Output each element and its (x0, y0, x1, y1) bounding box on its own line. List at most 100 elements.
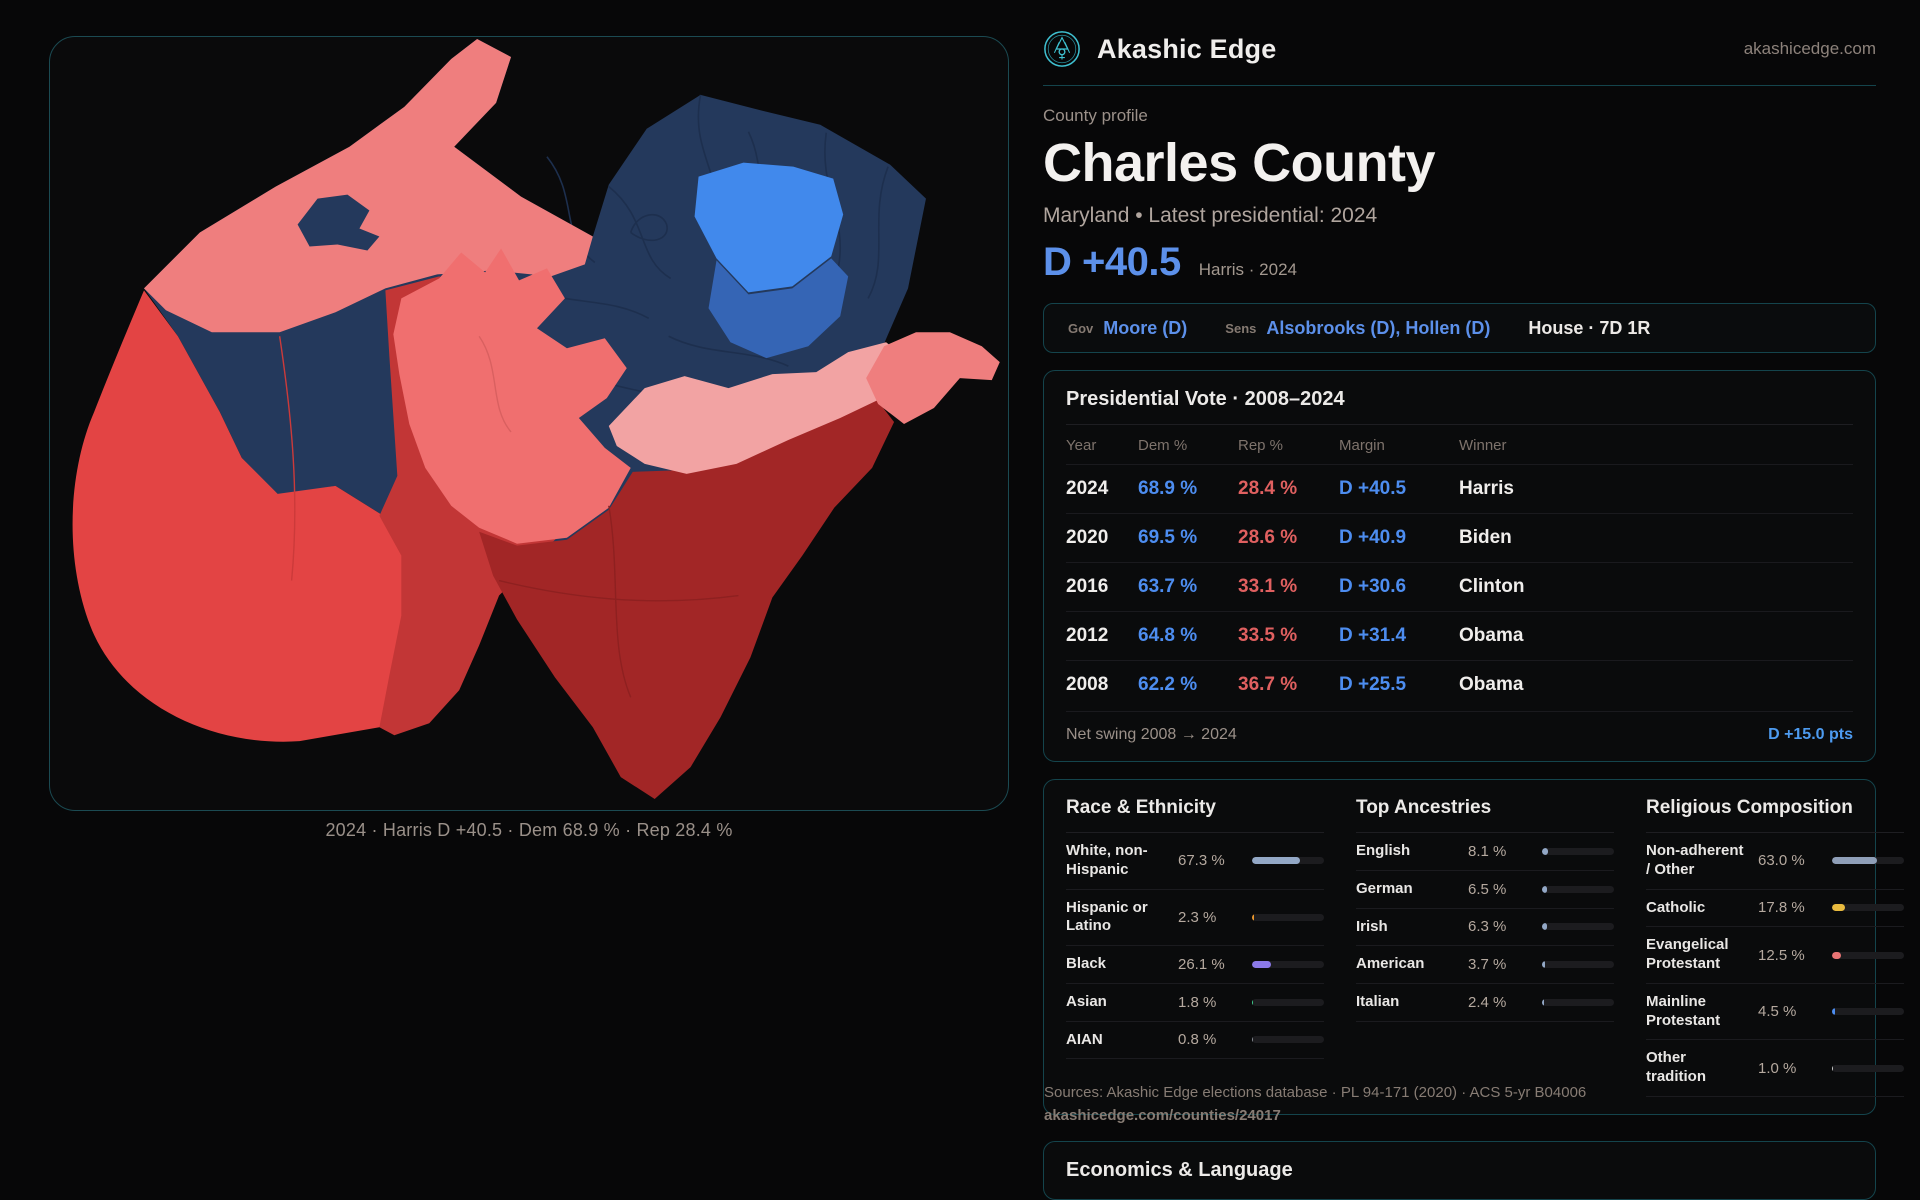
stat-bar-track (1832, 857, 1904, 865)
stat-bar-track (1252, 913, 1324, 921)
precinct-lines-deep-red (498, 505, 739, 698)
stat-value: 26.1 % (1178, 955, 1225, 973)
map-region-northwest-lean-rep[interactable] (143, 38, 593, 333)
stat-label: Non-adherent / Other (1646, 842, 1744, 878)
stat-row: Mainline Protestant 4.5 % (1646, 984, 1904, 1041)
stat-label: Black (1066, 955, 1107, 972)
col-year: Year (1066, 437, 1097, 454)
stat-label: English (1356, 842, 1411, 859)
religion-column-title: Religious Composition (1646, 797, 1853, 818)
eyebrow-label: County profile (1043, 106, 1148, 125)
stat-bar-fill (1252, 857, 1301, 865)
stat-bar-fill (1252, 1036, 1254, 1044)
stat-bar-track (1832, 1064, 1904, 1072)
race-column-title: Race & Ethnicity (1066, 797, 1216, 818)
stat-bar-fill (1542, 961, 1545, 969)
economics-language-card: Economics & Language (1043, 1141, 1876, 1200)
cell-dem: 62.2 % (1138, 674, 1198, 695)
house-value: House · 7D 1R (1528, 317, 1651, 338)
stat-value: 12.5 % (1758, 946, 1805, 964)
stat-value: 2.3 % (1178, 908, 1217, 926)
stat-row: Asian 1.8 % (1066, 984, 1324, 1022)
stat-value: 3.7 % (1468, 956, 1507, 974)
cell-margin: D +40.9 (1339, 527, 1407, 548)
stat-row: Non-adherent / Other 63.0 % (1646, 833, 1904, 890)
stat-bar-fill (1832, 951, 1841, 959)
stat-value: 63.0 % (1758, 852, 1805, 870)
map-region-enclave-democratic[interactable] (297, 194, 380, 251)
gov-value[interactable]: Moore (D) (1103, 317, 1188, 338)
stat-row: Catholic 17.8 % (1646, 890, 1904, 928)
demographics-card: Race & Ethnicity White, non-Hispanic 67.… (1043, 779, 1904, 1115)
cell-year: 2012 (1066, 625, 1109, 646)
table-row: 2020 69.5 % 28.6 % D +40.9 Biden (1066, 513, 1853, 562)
net-swing-value: D +15.0 pts (1768, 726, 1853, 743)
stat-bar-track (1542, 961, 1614, 969)
county-precinct-map-panel (49, 36, 1009, 811)
stat-bar-track (1832, 904, 1904, 912)
header-divider (1043, 85, 1876, 86)
stat-bar-fill (1252, 913, 1254, 921)
site-link[interactable]: akashicedge.com (1743, 39, 1876, 58)
stat-bar-track (1542, 998, 1614, 1006)
stat-bar-fill (1542, 998, 1544, 1006)
cell-winner: Biden (1459, 527, 1512, 548)
stat-row: Italian 2.4 % (1356, 984, 1614, 1022)
cell-rep: 36.7 % (1238, 674, 1298, 695)
stat-value: 8.1 % (1468, 842, 1507, 860)
net-swing-row: Net swing 2008 → 2024 D +15.0 pts (1066, 711, 1853, 744)
presidential-card-title: Presidential Vote · 2008–2024 (1066, 388, 1345, 410)
stat-bar-fill (1542, 847, 1548, 855)
stat-value: 1.8 % (1178, 993, 1217, 1011)
stat-bar-fill (1542, 885, 1547, 893)
stat-value: 6.3 % (1468, 918, 1507, 936)
stat-label: American (1356, 955, 1425, 973)
akashic-edge-logo-icon (1044, 31, 1080, 67)
stat-label: German (1356, 879, 1413, 897)
cell-margin: D +40.5 (1339, 478, 1407, 499)
stat-bar-track (1542, 885, 1614, 893)
map-region-bright-blue-democratic[interactable] (694, 162, 844, 293)
card-divider (1066, 832, 1324, 833)
stat-label: Hispanic or Latino (1066, 898, 1148, 935)
cell-rep: 28.4 % (1238, 478, 1298, 499)
card-divider (1356, 832, 1614, 833)
map-region-south-republican[interactable] (479, 378, 895, 800)
stat-bar-fill (1832, 1064, 1834, 1072)
headline-context: Harris · 2024 (1198, 260, 1297, 279)
card-divider (1646, 832, 1904, 833)
stat-bar-fill (1252, 998, 1254, 1006)
table-row: 2016 63.7 % 33.1 % D +30.6 Clinton (1066, 562, 1853, 611)
ancestries-column-title: Top Ancestries (1356, 797, 1492, 818)
map-region-east-arm-lean-rep[interactable] (866, 332, 1000, 424)
sens-value[interactable]: Alsobrooks (D), Hollen (D) (1266, 317, 1491, 338)
net-swing-label: Net swing 2008 → 2024 (1066, 726, 1237, 743)
cell-dem: 68.9 % (1138, 478, 1198, 499)
county-profile-panel: Akashic Edge akashicedge.com County prof… (1043, 30, 1904, 1200)
cell-year: 2020 (1066, 527, 1109, 548)
sources-line: Sources: Akashic Edge elections database… (1044, 1083, 1587, 1101)
stat-bar-fill (1252, 960, 1271, 968)
map-caption: 2024 · Harris D +40.5 · Dem 68.9 % · Rep… (325, 820, 733, 840)
stat-row: American 3.7 % (1356, 946, 1614, 984)
cell-winner: Harris (1459, 478, 1514, 499)
map-region-medium-blue-democratic[interactable] (708, 258, 849, 359)
stat-bar-track (1832, 1008, 1904, 1015)
table-row: 2024 68.9 % 28.4 % D +40.5 Harris (1066, 464, 1853, 513)
presidential-vote-card: Presidential Vote · 2008–2024 Year Dem %… (1043, 370, 1876, 762)
map-region-east-lean-rep-light[interactable] (608, 342, 905, 474)
page-subtitle: Maryland • Latest presidential: 2024 (1043, 204, 1378, 227)
county-permalink[interactable]: akashicedge.com/counties/24017 (1044, 1107, 1281, 1124)
stat-label: Catholic (1646, 898, 1706, 916)
cell-winner: Obama (1459, 625, 1524, 646)
card-divider (1066, 424, 1853, 425)
stat-bar-track (1832, 951, 1904, 959)
map-region-west-republican[interactable] (72, 290, 476, 742)
table-row: 2008 62.2 % 36.7 % D +25.5 Obama (1066, 660, 1853, 709)
cell-year: 2016 (1066, 576, 1109, 597)
map-region-center-lean-rep[interactable] (393, 248, 631, 544)
officials-bar: Gov Moore (D) Sens Alsobrooks (D), Holle… (1043, 303, 1876, 353)
stat-row: White, non-Hispanic 67.3 % (1066, 833, 1324, 890)
table-row: 2012 64.8 % 33.5 % D +31.4 Obama (1066, 611, 1853, 660)
stat-value: 6.5 % (1468, 880, 1507, 898)
